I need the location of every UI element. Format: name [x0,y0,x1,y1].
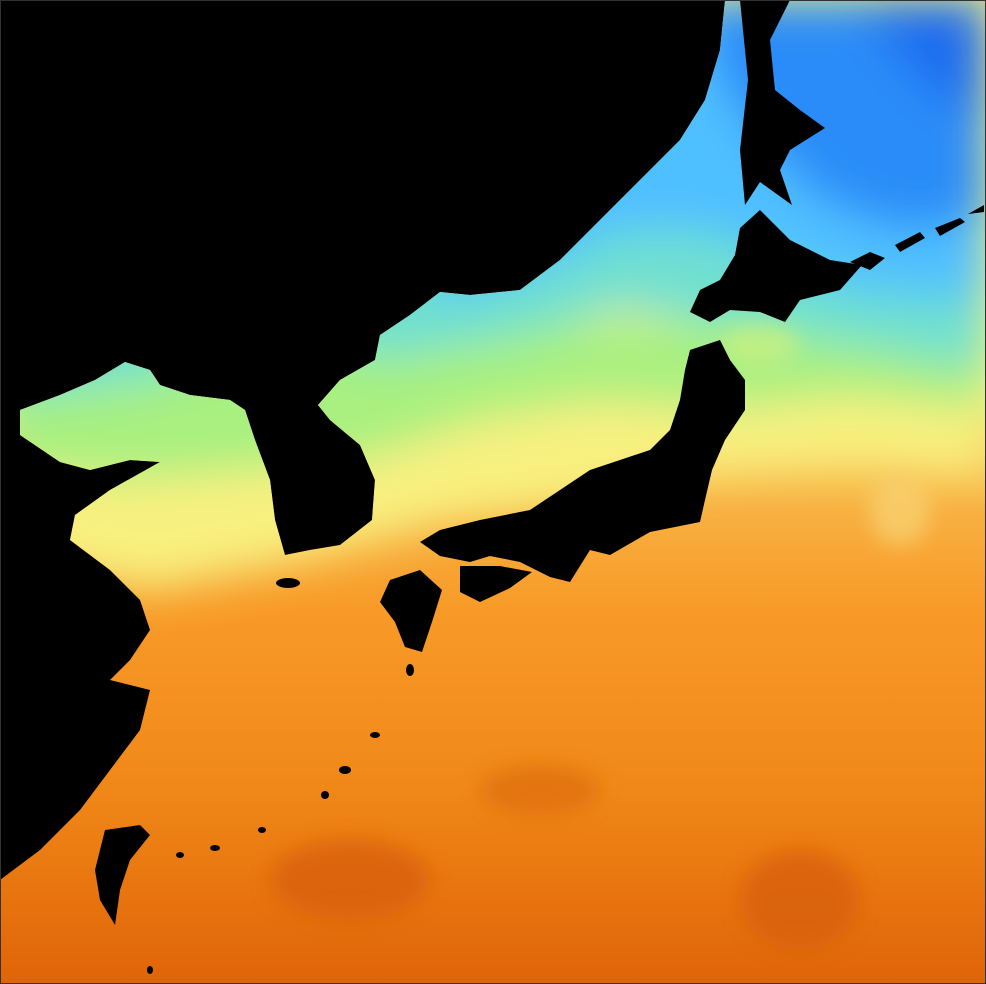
ryukyu-islands [147,664,414,974]
jeju-island [276,578,300,588]
taiwan [95,825,150,925]
honshu [420,340,745,582]
sakhalin [740,0,825,205]
shikoku [460,566,532,602]
kuril-islands [850,205,984,270]
kyushu [380,570,442,652]
land-masses [95,0,984,974]
hokkaido [690,210,862,322]
